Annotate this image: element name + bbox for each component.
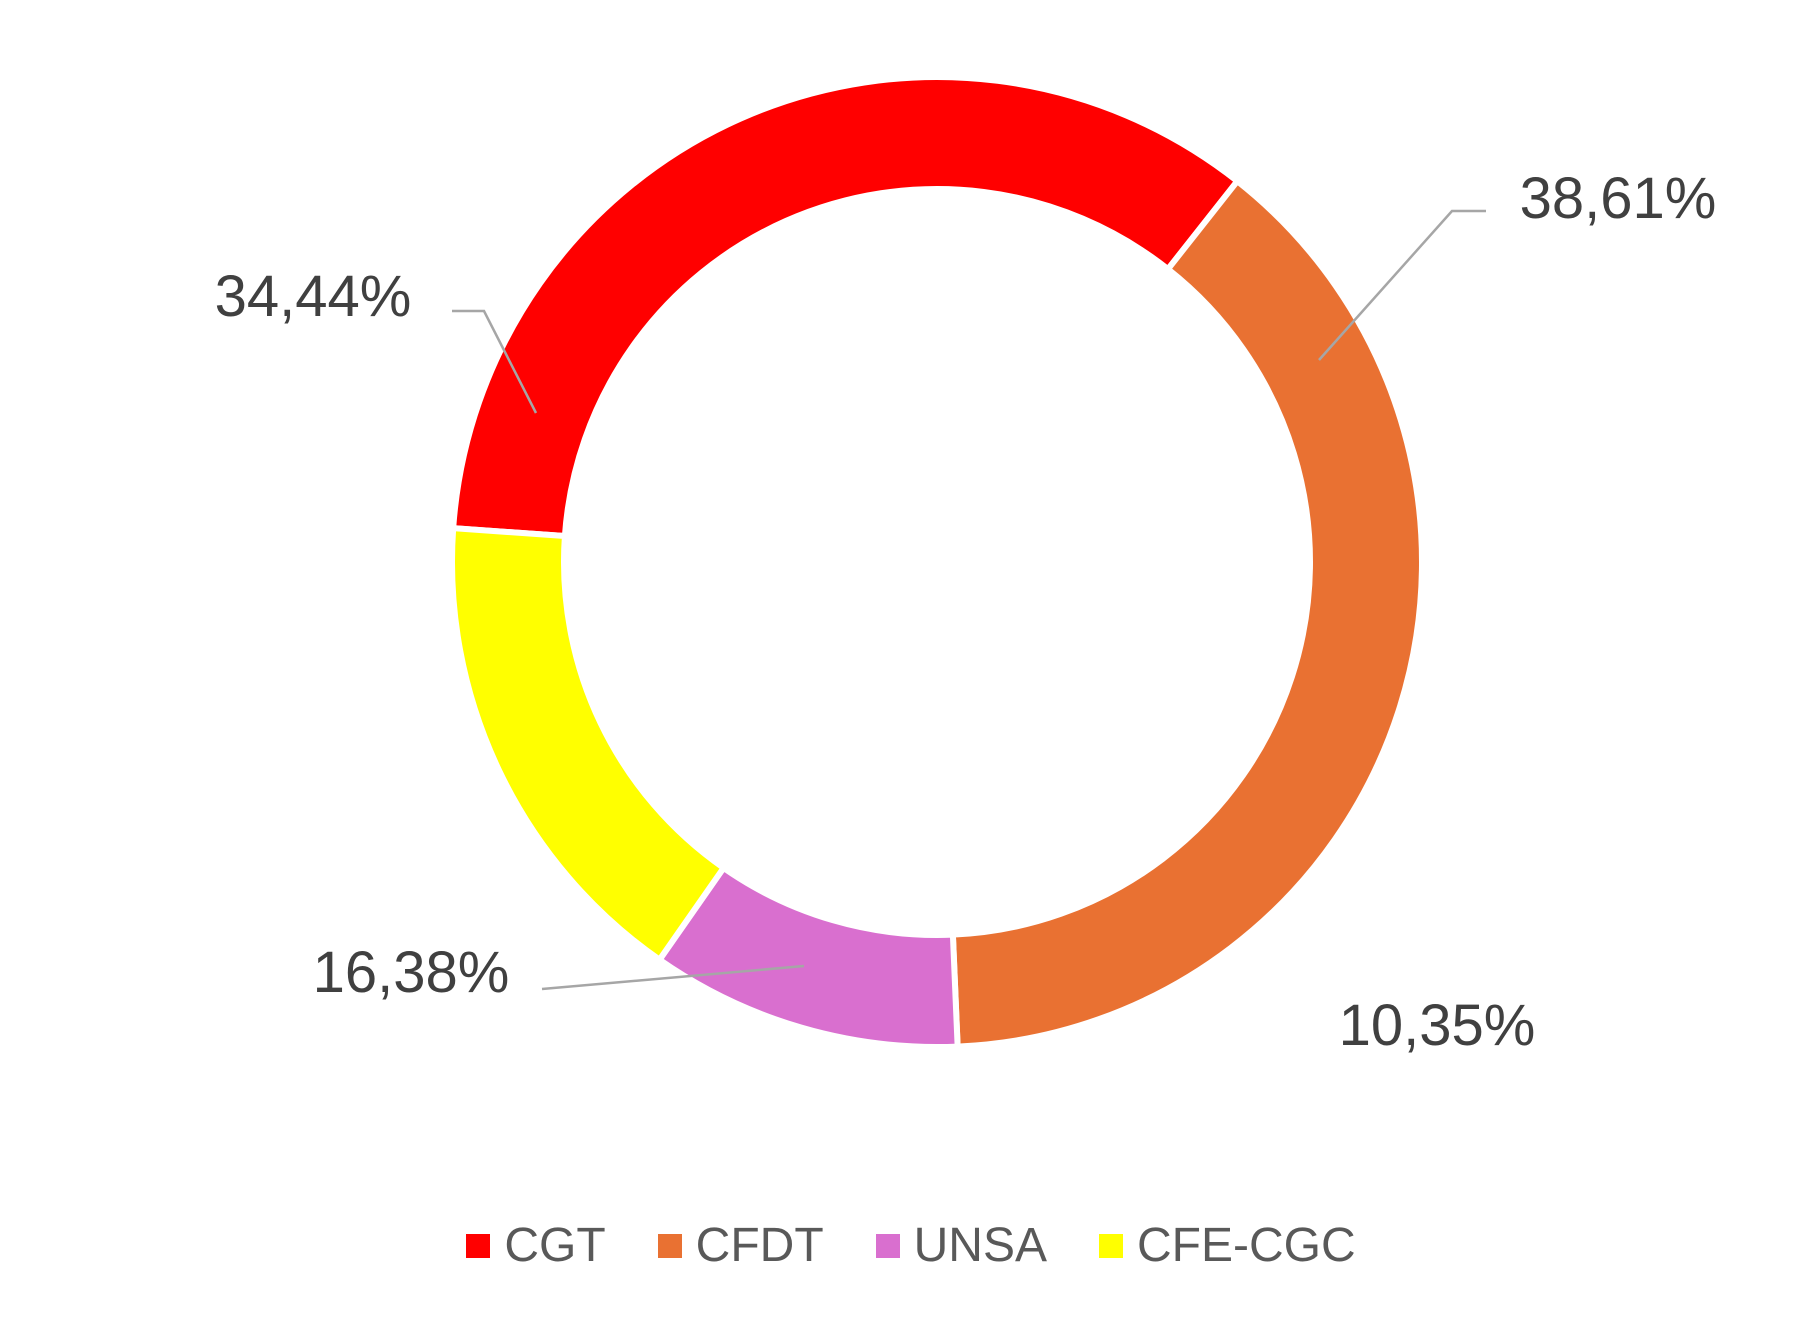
data-labels-layer: 34,44% 38,61% 10,35% 16,38% xyxy=(215,166,1717,1058)
data-label-unsa: 10,35% xyxy=(1339,993,1536,1058)
leader-line-cfdt xyxy=(1318,209,1486,361)
legend-label-unsa: UNSA xyxy=(913,1219,1047,1272)
legend-item-unsa: UNSA xyxy=(875,1219,1047,1272)
legend-item-cfe-cgc: CFE-CGC xyxy=(1099,1222,1356,1270)
leader-line-cfe-cgc xyxy=(541,964,805,991)
legend: CGT CFDT UNSA CFE-CGC xyxy=(0,1222,1812,1270)
slice-cfe-cgc xyxy=(449,524,728,964)
leader-lines-layer xyxy=(452,209,1486,991)
legend-label-cfe-cgc: CFE-CGC xyxy=(1137,1219,1356,1272)
slice-cgt xyxy=(449,74,1242,540)
data-label-cfe-cgc: 16,38% xyxy=(313,940,510,1005)
legend-swatch-cfdt xyxy=(657,1234,682,1258)
legend-swatch-cfe-cgc xyxy=(1099,1234,1123,1258)
leader-line-cgt xyxy=(452,309,538,414)
slice-cfdt xyxy=(949,176,1425,1050)
legend-item-cfdt: CFDT xyxy=(657,1219,824,1272)
legend-swatch-cgt xyxy=(466,1234,491,1258)
slices-layer xyxy=(449,74,1425,1050)
legend-item-cgt: CGT xyxy=(466,1219,606,1272)
data-label-cfdt: 38,61% xyxy=(1520,166,1717,231)
data-label-cgt: 34,44% xyxy=(215,264,412,329)
legend-label-cgt: CGT xyxy=(504,1219,606,1272)
legend-swatch-unsa xyxy=(875,1234,900,1258)
legend-label-cfdt: CFDT xyxy=(695,1219,824,1272)
